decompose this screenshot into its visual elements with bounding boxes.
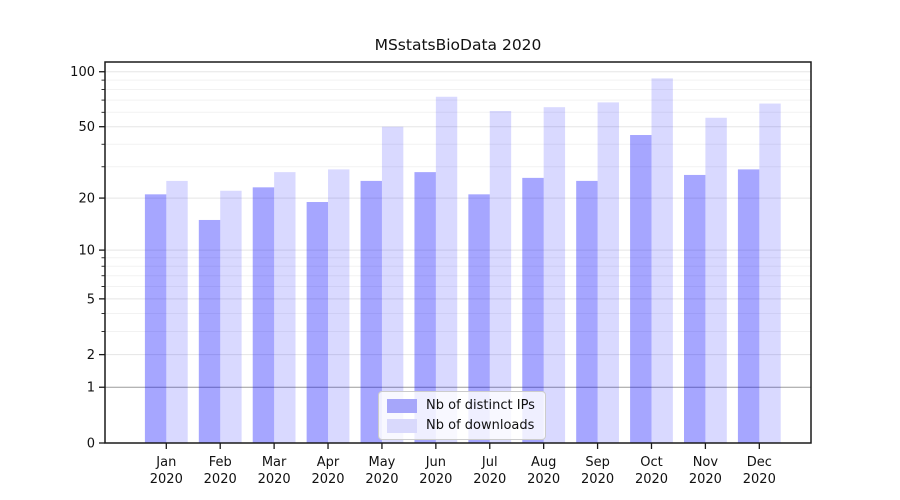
bar-downloads-mar (274, 172, 296, 443)
legend-item-downloads: Nb of downloads (387, 418, 535, 433)
y-axis-tick-label: 100 (70, 65, 95, 80)
x-axis-tick-label-year: 2020 (473, 472, 506, 487)
bar-downloads-feb (220, 190, 242, 443)
bar-downloads-jun (435, 96, 458, 444)
bar-distinct-ips-dec (737, 169, 760, 443)
bar-distinct-ips-feb (198, 219, 221, 443)
x-axis-tick-label-year: 2020 (365, 472, 398, 487)
bar-distinct-ips-oct (630, 135, 652, 444)
x-axis-tick-label-month: Apr (317, 455, 340, 470)
bar-downloads-jul (489, 110, 512, 443)
bar-distinct-ips-jan (144, 194, 167, 443)
x-axis-tick-label-year: 2020 (150, 472, 183, 487)
bar-downloads-apr (328, 169, 350, 443)
x-axis-tick-label-month: May (368, 455, 395, 470)
x-axis-tick-label-year: 2020 (527, 472, 560, 487)
plot-frame (104, 61, 812, 444)
x-axis-tick-label-year: 2020 (743, 472, 776, 487)
x-axis-tick-label-year: 2020 (419, 472, 452, 487)
bar-distinct-ips-apr (306, 202, 329, 443)
bar-downloads-dec (759, 103, 781, 443)
bar-distinct-ips-jul (468, 194, 490, 443)
x-axis-tick-label-year: 2020 (689, 472, 722, 487)
x-axis-tick-label-month: Oct (640, 455, 662, 470)
legend-label-downloads: Nb of downloads (426, 418, 535, 433)
y-axis-tick-label: 5 (87, 292, 95, 307)
bar-distinct-ips-nov (684, 174, 706, 444)
bar-distinct-ips-aug (522, 177, 544, 443)
legend-label-distinct-ips: Nb of distinct IPs (426, 398, 535, 413)
legend-swatch-downloads (387, 418, 417, 433)
bar-downloads-oct (651, 78, 673, 444)
bar-downloads-nov (705, 117, 727, 444)
x-axis-tick-label-month: Jul (481, 455, 498, 470)
x-axis-tick-label-month: Mar (262, 455, 287, 470)
x-axis-tick-label-month: Nov (693, 455, 719, 470)
bar-downloads-jan (166, 180, 188, 443)
legend-item-distinct-ips: Nb of distinct IPs (387, 398, 535, 413)
bar-downloads-sep (597, 102, 619, 444)
x-axis-tick-label-month: Jun (425, 455, 446, 470)
y-axis-tick-label: 1 (87, 381, 95, 396)
bar-downloads-may (381, 126, 404, 443)
bar-distinct-ips-mar (252, 187, 275, 443)
bar-distinct-ips-sep (576, 180, 598, 443)
x-axis-tick-label-month: Jan (155, 455, 176, 470)
x-axis-tick-label-month: Aug (531, 455, 556, 470)
legend-swatch-distinct-ips (387, 398, 417, 413)
y-axis-tick-label: 10 (78, 244, 95, 259)
x-axis-tick-label-month: Feb (209, 455, 232, 470)
bar-distinct-ips-jun (414, 172, 436, 443)
bar-downloads-aug (543, 107, 566, 443)
x-axis-tick-label-year: 2020 (258, 472, 291, 487)
y-axis-tick-label: 20 (78, 192, 95, 207)
chart-title: MSstatsBioData 2020 (374, 36, 542, 54)
x-axis-tick-label-month: Dec (747, 455, 772, 470)
y-axis-tick-label: 0 (87, 437, 95, 452)
x-axis-tick-label-year: 2020 (635, 472, 668, 487)
x-axis-tick-label-year: 2020 (204, 472, 237, 487)
bar-distinct-ips-may (360, 180, 382, 443)
x-axis-tick-label-year: 2020 (311, 472, 344, 487)
x-axis-tick-label-month: Sep (585, 455, 610, 470)
x-axis-tick-label-year: 2020 (581, 472, 614, 487)
legend: Nb of distinct IPs Nb of downloads (378, 391, 546, 440)
y-axis-tick-label: 2 (87, 348, 95, 363)
y-axis-tick-label: 50 (78, 120, 95, 135)
